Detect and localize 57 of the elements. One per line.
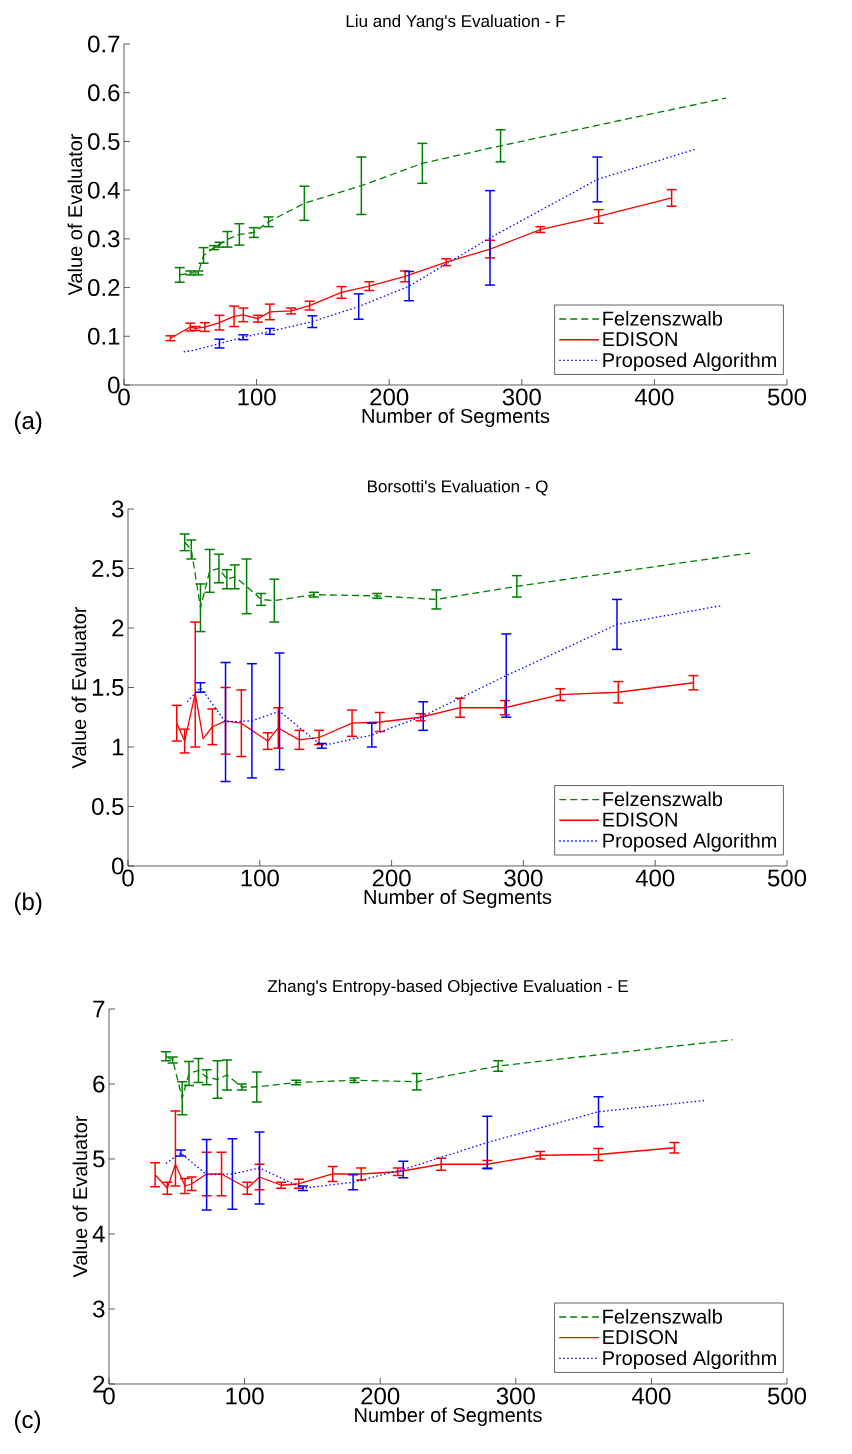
- x-tick-label: 400: [635, 869, 675, 887]
- chart-title: Liu and Yang's Evaluation - F: [346, 14, 565, 31]
- x-tick-label: 400: [631, 1387, 671, 1405]
- y-tick-label: 0: [108, 376, 120, 394]
- text: (b): [15, 892, 42, 915]
- legend-label: Felzenszwalb: [603, 791, 723, 807]
- x-axis-title: Number of Segments: [362, 408, 550, 428]
- y-tick-label: 7: [93, 1000, 105, 1018]
- legend-label: Proposed Algorithm: [603, 832, 777, 852]
- x-tick-label: 100: [241, 869, 279, 887]
- y-tick-label: 2: [112, 619, 124, 637]
- x-axis-title: Number of Segments: [364, 889, 552, 909]
- legend-label: Felzenszwalb: [603, 1309, 722, 1324]
- x-tick-label: 500: [767, 1387, 807, 1405]
- x-tick-label: 400: [634, 388, 674, 406]
- x-tick-label: 100: [226, 1387, 264, 1405]
- y-tick-label: 0.6: [88, 84, 120, 102]
- x-tick-label: 500: [767, 388, 807, 406]
- y-tick-label: 0.1: [88, 327, 120, 345]
- y-tick-label: 1: [112, 738, 124, 756]
- y-tick-label: 2: [93, 1375, 105, 1393]
- y-tick-label: 0.7: [88, 35, 120, 53]
- chart-title: Borsotti's Evaluation - Q: [367, 479, 548, 496]
- legend-label: EDISON: [603, 1330, 677, 1345]
- y-axis-title: Value of Evaluator: [67, 133, 83, 296]
- chart-title: Zhang's Entropy-based Objective Evaluation - E: [267, 979, 628, 996]
- y-axis-title: Value of Evaluator: [71, 606, 87, 769]
- legend-label: Felzenszwalb: [603, 311, 723, 326]
- y-tick-label: 4: [92, 1225, 105, 1243]
- legend-label: EDISON: [603, 812, 677, 827]
- x-tick-label: 100: [238, 388, 276, 406]
- y-axis-title: Value of Evaluator: [72, 1115, 88, 1278]
- y-tick-label: 0.3: [88, 230, 120, 248]
- y-tick-label: 1.5: [92, 679, 124, 696]
- text: (a): [15, 411, 42, 434]
- legend-label: EDISON: [603, 332, 677, 347]
- y-tick-label: 6: [93, 1075, 105, 1093]
- legend-label: Proposed Algorithm: [603, 352, 777, 372]
- y-tick-label: 0.2: [88, 279, 120, 297]
- x-tick-label: 500: [767, 869, 807, 887]
- y-tick-label: 5: [93, 1150, 105, 1168]
- x-tick-label: 200: [370, 388, 409, 406]
- x-axis-title: Number of Segments: [355, 1407, 542, 1427]
- text: (c): [15, 1410, 41, 1433]
- y-tick-label: 0: [112, 857, 124, 875]
- x-tick-label: 300: [502, 388, 541, 406]
- legend-label: Proposed Algorithm: [603, 1350, 776, 1370]
- x-tick-label: 200: [372, 869, 411, 887]
- y-tick-label: 0.5: [92, 798, 124, 815]
- x-tick-label: 200: [361, 1387, 400, 1405]
- y-tick-label: 3: [112, 500, 124, 518]
- y-tick-label: 2.5: [92, 560, 124, 577]
- y-tick-label: 0.5: [88, 132, 120, 150]
- y-tick-label: 0.4: [88, 181, 120, 199]
- x-tick-label: 300: [504, 869, 543, 887]
- x-tick-label: 300: [496, 1387, 535, 1405]
- y-tick-label: 3: [93, 1300, 105, 1318]
